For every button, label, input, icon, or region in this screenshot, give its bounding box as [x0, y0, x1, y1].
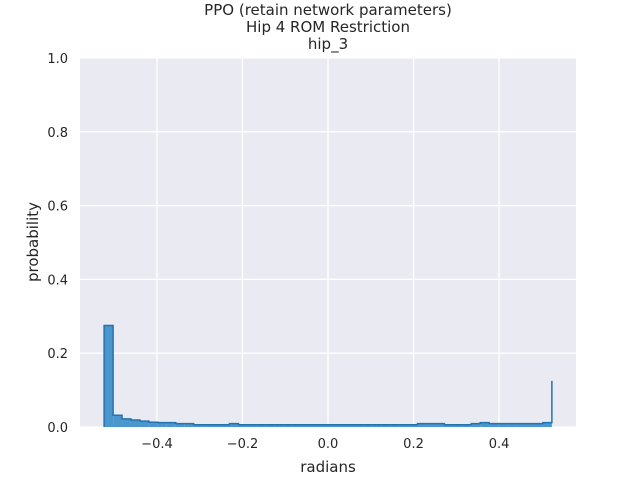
histogram-bar: [345, 424, 355, 427]
y-tick-labels: 0.0 0.2 0.4 0.6 0.8 1.0: [47, 52, 68, 436]
histogram-bar: [104, 325, 114, 427]
x-tick-label: −0.4: [141, 437, 173, 452]
histogram-bar: [426, 423, 436, 427]
histogram-bar: [148, 422, 158, 427]
y-axis-label: probability: [24, 202, 42, 282]
histogram-bar: [139, 421, 149, 427]
y-tick-label: 0.4: [47, 273, 68, 288]
y-tick-label: 0.2: [47, 347, 68, 362]
histogram-bar: [301, 424, 311, 427]
histogram-bar: [480, 422, 490, 427]
histogram-bar: [408, 424, 418, 427]
histogram-bar: [283, 424, 293, 427]
histogram-bar: [372, 424, 382, 427]
histogram-bar: [229, 423, 239, 427]
title-line-3: hip_3: [308, 35, 348, 54]
histogram-bar: [462, 424, 472, 427]
histogram-outline: [103, 324, 553, 427]
histogram-bar: [130, 419, 140, 427]
histogram-bar: [166, 422, 176, 427]
histogram-bar: [507, 423, 517, 427]
x-tick-label: 0.4: [489, 437, 510, 452]
histogram-bars: [104, 325, 552, 427]
histogram-bar: [265, 424, 275, 427]
histogram-bar: [354, 424, 364, 427]
histogram-bar: [113, 415, 123, 427]
histogram-bar: [533, 423, 543, 427]
histogram-bar: [363, 424, 373, 427]
x-axis-label: radians: [300, 458, 356, 476]
chart-title: PPO (retain network parameters) Hip 4 RO…: [204, 1, 452, 54]
histogram-bar: [525, 423, 534, 427]
histogram-bar: [453, 424, 463, 427]
histogram-bar: [444, 424, 454, 427]
histogram-bar: [274, 424, 284, 427]
histogram-bar: [381, 424, 391, 427]
histogram-bar: [247, 424, 257, 427]
y-tick-label: 1.0: [47, 52, 68, 67]
histogram-bar: [399, 424, 409, 427]
x-tick-label: 0.0: [318, 437, 339, 452]
histogram-bar: [390, 424, 400, 427]
histogram-bar: [211, 424, 221, 427]
y-tick-label: 0.8: [47, 126, 68, 141]
histogram-bar: [516, 423, 526, 427]
histogram-bar: [542, 422, 552, 427]
title-line-2: Hip 4 ROM Restriction: [246, 18, 410, 36]
histogram-bar: [336, 424, 346, 427]
histogram-bar: [122, 418, 131, 427]
x-tick-labels: −0.4 −0.2 0.0 0.2 0.4: [141, 437, 509, 452]
histogram-bar: [328, 424, 337, 427]
histogram-bar: [193, 424, 203, 427]
histogram-bar: [292, 424, 302, 427]
histogram-bar: [238, 424, 248, 427]
histogram-bar: [220, 424, 230, 427]
histogram-bar: [417, 423, 427, 427]
grid-lines: [80, 57, 576, 428]
x-tick-label: −0.2: [227, 437, 259, 452]
histogram-bar: [498, 423, 508, 427]
histogram-bar: [489, 423, 499, 427]
histogram-bar: [310, 424, 320, 427]
histogram-bar: [184, 423, 194, 427]
histogram-bar: [435, 423, 445, 427]
title-line-1: PPO (retain network parameters): [204, 1, 452, 19]
histogram-bar: [175, 423, 185, 427]
y-tick-label: 0.0: [47, 421, 68, 436]
histogram-bar: [157, 422, 167, 427]
x-tick-label: 0.2: [403, 437, 424, 452]
histogram-bar: [471, 423, 481, 427]
y-tick-label: 0.6: [47, 200, 68, 215]
histogram-bar: [202, 424, 212, 427]
histogram-bar: [319, 424, 328, 427]
histogram-bar: [256, 424, 266, 427]
